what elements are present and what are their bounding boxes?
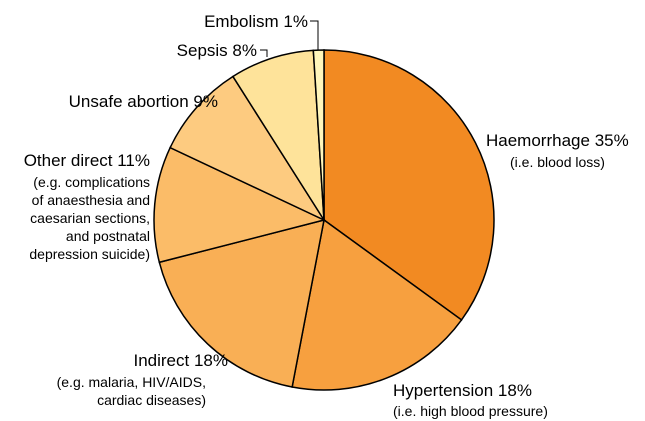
category-name: Embolism	[204, 12, 279, 31]
value-label: 1%	[283, 12, 308, 31]
pie-slice	[158, 218, 325, 388]
category-name: Haemorrhage	[486, 131, 590, 150]
slice-label: Embolism 1%	[204, 12, 308, 31]
pie-slice	[291, 218, 463, 391]
slice-note: of anaesthesia and	[32, 192, 150, 208]
slice-label: Hypertension 18%	[393, 381, 532, 400]
pie-slice	[323, 49, 495, 321]
slice-label: Haemorrhage 35%	[486, 131, 629, 150]
slice-note: (e.g. complications	[33, 174, 150, 190]
value-label: 9%	[193, 92, 218, 111]
pie-slice	[169, 75, 327, 222]
pie-slice	[312, 49, 325, 221]
slice-note: and postnatal	[66, 228, 150, 244]
slice-label: Unsafe abortion 9%	[69, 92, 218, 111]
category-name: Other direct	[24, 151, 113, 170]
leader-line	[260, 49, 268, 57]
slice-note: (e.g. malaria, HIV/AIDS,	[57, 374, 206, 390]
value-label: 18%	[194, 351, 228, 370]
slice-label: Indirect 18%	[133, 351, 228, 370]
slice-label: Sepsis 8%	[177, 41, 257, 60]
category-name: Sepsis	[177, 41, 228, 60]
value-label: 8%	[232, 41, 257, 60]
slice-note: depression suicide)	[29, 246, 150, 262]
pie-slice	[153, 146, 327, 264]
value-label: 11%	[117, 151, 150, 170]
leader-line	[310, 20, 319, 50]
category-name: Unsafe abortion	[69, 92, 189, 111]
category-name: Hypertension	[393, 381, 493, 400]
value-label: 18%	[498, 381, 532, 400]
slice-note: (i.e. blood loss)	[510, 154, 605, 170]
slice-note: (i.e. high blood pressure)	[393, 403, 548, 419]
slice-note: caesarian sections,	[30, 210, 150, 226]
value-label: 35%	[595, 131, 629, 150]
slice-note: cardiac diseases)	[97, 392, 206, 408]
slice-label: Other direct 11%	[24, 151, 150, 170]
category-name: Indirect	[133, 351, 189, 370]
